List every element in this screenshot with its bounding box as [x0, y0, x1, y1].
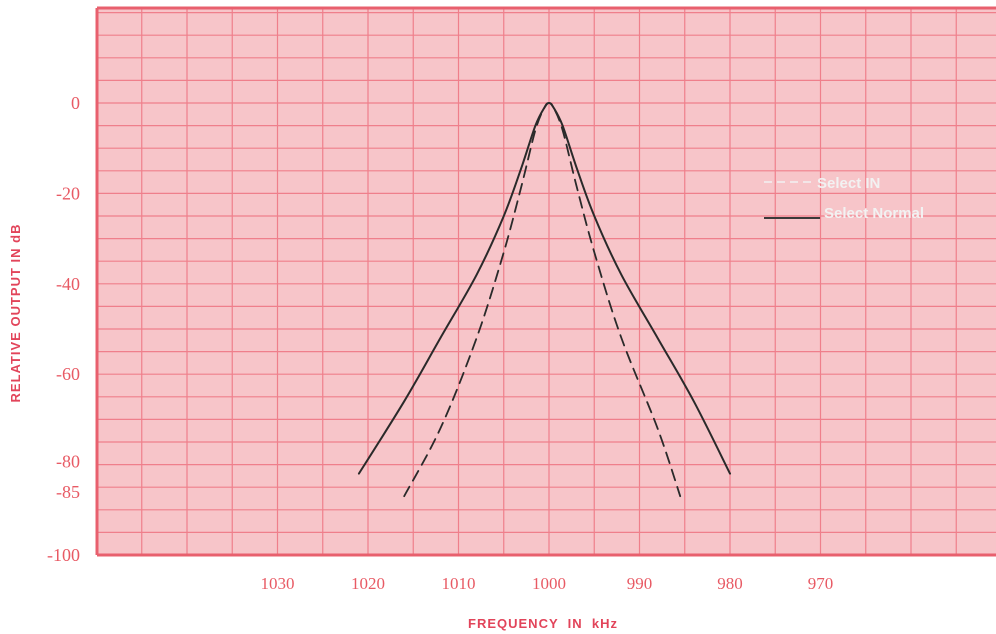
x-tick-label: 1020	[351, 574, 385, 593]
x-tick-label: 970	[808, 574, 834, 593]
y-tick-label: -80	[56, 452, 80, 472]
chart-paper	[97, 8, 996, 555]
y-tick-label: -85	[56, 482, 80, 502]
y-tick-label: -60	[56, 364, 80, 384]
y-tick-label: -100	[47, 545, 80, 565]
y-tick-label: -40	[56, 274, 80, 294]
series-lines	[357, 102, 731, 498]
x-tick-label: 1000	[532, 574, 566, 593]
x-tick-labels: 1030 1020 1010 1000 990 980 970	[261, 574, 834, 593]
y-tick-label: -20	[56, 183, 80, 203]
x-tick-label: 1010	[442, 574, 476, 593]
legend-label-select-normal: Select Normal	[824, 205, 924, 222]
y-axis-title: RELATIVE OUTPUT IN dB	[8, 224, 23, 403]
legend-label-select-in: Select IN	[817, 175, 880, 192]
x-tick-label: 1030	[261, 574, 295, 593]
x-tick-label: 990	[627, 574, 653, 593]
x-axis-title: FREQUENCY IN kHz	[468, 616, 618, 631]
y-tick-labels: 0 -20 -40 -60 -80 -85 -100	[47, 93, 80, 565]
series-select-normal-line	[357, 102, 731, 475]
x-tick-label: 980	[717, 574, 743, 593]
legend: Select IN Select Normal	[764, 175, 924, 222]
y-tick-label: 0	[71, 93, 80, 113]
grid-lines	[95, 6, 996, 557]
